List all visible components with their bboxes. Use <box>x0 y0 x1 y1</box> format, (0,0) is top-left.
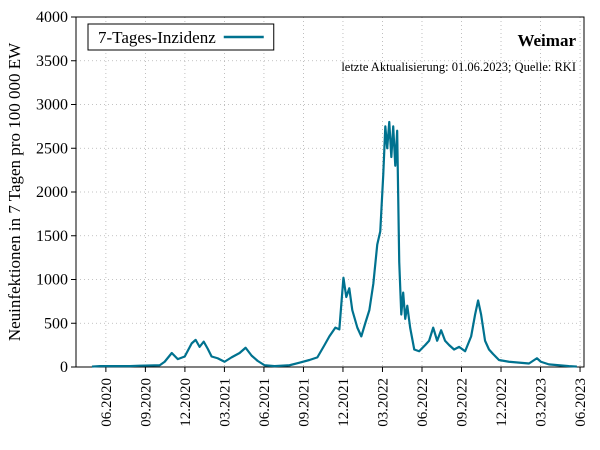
x-tick-label: 09.2022 <box>455 378 471 427</box>
x-tick-label: 06.2023 <box>573 378 589 427</box>
x-tick-label: 03.2023 <box>534 378 550 427</box>
y-tick-label: 2500 <box>36 140 68 157</box>
y-tick-label: 3000 <box>36 97 68 114</box>
x-tick-label: 03.2022 <box>375 378 391 427</box>
x-tick-label: 03.2021 <box>217 378 233 427</box>
x-tick-label: 06.2021 <box>257 378 273 427</box>
y-axis-label: Neuinfektionen in 7 Tagen pro 100 000 EW <box>5 42 24 341</box>
x-tick-label: 12.2022 <box>494 378 510 427</box>
x-tick-label: 06.2022 <box>415 378 431 427</box>
y-tick-label: 1500 <box>36 228 68 245</box>
annotation-title: Weimar <box>517 31 576 50</box>
y-tick-label: 0 <box>60 359 68 376</box>
x-tick-label: 06.2020 <box>99 378 115 427</box>
x-tick-label: 09.2021 <box>296 378 312 427</box>
y-tick-label: 2000 <box>36 184 68 201</box>
x-tick-label: 12.2021 <box>336 378 352 427</box>
y-tick-label: 3500 <box>36 53 68 70</box>
data-line <box>91 120 577 368</box>
x-tick-label: 12.2020 <box>178 378 194 427</box>
annotation-source: letzte Aktualisierung: 01.06.2023; Quell… <box>341 60 576 74</box>
plot-frame <box>75 16 585 368</box>
y-tick-label: 4000 <box>36 9 68 26</box>
x-tick-label: 09.2020 <box>138 378 154 427</box>
legend-label: 7-Tages-Inzidenz <box>98 28 216 47</box>
y-tick-label: 500 <box>44 315 68 332</box>
y-tick-label: 1000 <box>36 272 68 289</box>
